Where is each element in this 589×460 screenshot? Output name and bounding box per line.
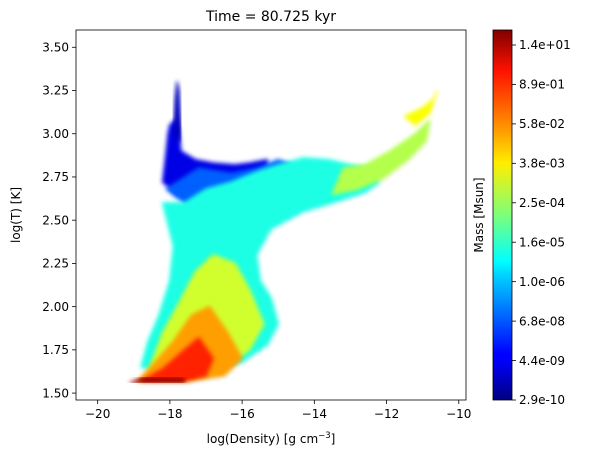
x-axis-label-close: ] (331, 432, 336, 446)
y-axis-ticks: 1.50 1.75 2.00 2.25 2.50 2.75 3.00 3.25 3.50 (42, 40, 76, 400)
colorbar-ticks: 2.9e-10 4.4e-09 6.8e-08 1.0e-06 1.6e-05 2.5e-… (512, 38, 571, 407)
y-tick-label: 1.75 (42, 343, 69, 357)
x-tick-label: −20 (85, 407, 110, 421)
data-regions (129, 81, 438, 384)
y-tick-label: 2.25 (42, 257, 69, 271)
x-axis-label: log(Density) [g cm−3] (207, 431, 336, 446)
chart-title: Time = 80.725 kyr (205, 9, 336, 25)
y-tick-label: 2.00 (42, 300, 69, 314)
colorbar-tick-label: 4.4e-09 (519, 354, 565, 368)
x-tick-label: −14 (302, 407, 327, 421)
x-tick-label: −12 (374, 407, 399, 421)
region-spike (172, 81, 182, 144)
region-tip-top (403, 89, 438, 126)
y-tick-label: 2.75 (42, 170, 69, 184)
colorbar-tick-label: 3.8e-03 (519, 157, 565, 171)
colorbar-tick-label: 1.4e+01 (519, 38, 571, 52)
colorbar-tick-label: 8.9e-01 (519, 78, 565, 92)
colorbar-tick-label: 1.6e-05 (519, 235, 565, 249)
region-orange-core (140, 337, 214, 382)
colorbar-tick-label: 2.5e-04 (519, 196, 565, 210)
colorbar-tick-label: 6.8e-08 (519, 314, 565, 328)
y-tick-label: 3.25 (42, 84, 69, 98)
y-tick-label: 3.00 (42, 127, 69, 141)
colorbar-label: Mass [Msun] (472, 177, 486, 252)
colorbar: 2.9e-10 4.4e-09 6.8e-08 1.0e-06 1.6e-05 2.5e-… (492, 29, 571, 407)
x-tick-label: −16 (229, 407, 254, 421)
region-right-tail (331, 119, 431, 196)
y-axis-label: log(T) [K] (9, 187, 23, 243)
x-axis-label-exponent: −3 (318, 431, 331, 441)
x-axis-ticks: −20 −18 −16 −14 −12 −10 (85, 400, 471, 421)
plot-area: −20 −18 −16 −14 −12 −10 1.50 1.75 2.00 2.25 2.50 2… (42, 29, 471, 421)
colorbar-tick-label: 1.0e-06 (519, 275, 565, 289)
colorbar-gradient (492, 29, 513, 401)
colorbar-tick-label: 5.8e-02 (519, 117, 565, 131)
y-tick-label: 3.50 (42, 40, 69, 54)
plot-frame (75, 29, 467, 401)
y-tick-label: 1.50 (42, 386, 69, 400)
y-tick-label: 2.50 (42, 213, 69, 227)
region-red-ridge (129, 376, 186, 384)
colorbar-tick-label: 2.9e-10 (519, 393, 565, 407)
x-tick-label: −10 (446, 407, 471, 421)
x-tick-label: −18 (157, 407, 182, 421)
region-yellow-core (136, 305, 243, 382)
x-axis-label-text: log(Density) [g cm (207, 432, 319, 446)
